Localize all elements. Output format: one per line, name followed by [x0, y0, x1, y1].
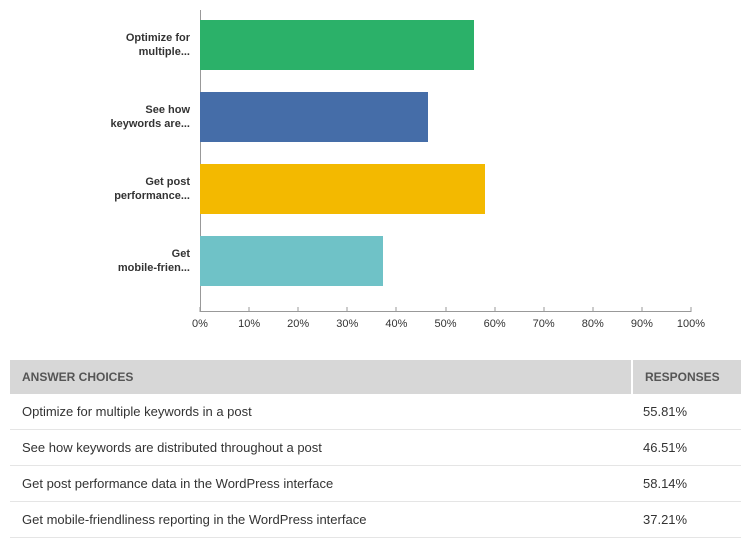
tick-mark: [200, 307, 201, 312]
x-tick-label: 0%: [192, 318, 208, 330]
bar-label: See howkeywords are...: [10, 103, 200, 132]
answer-choice-cell: Get post performance data in the WordPre…: [10, 466, 631, 501]
tick-mark: [445, 307, 446, 312]
chart-bar-row: Get postperformance...: [10, 164, 691, 214]
x-tick-label: 60%: [484, 318, 506, 330]
x-tick-label: 100%: [677, 318, 705, 330]
response-cell: 55.81%: [631, 394, 741, 429]
x-tick-label: 80%: [582, 318, 604, 330]
header-answer-choices: ANSWER CHOICES: [10, 360, 631, 394]
bar: [200, 236, 383, 286]
bar-chart: 0% 10% 20% 30% 40% 50% 60% 70% 80% 90% 100% Optimi…: [10, 10, 741, 330]
bar-label: Get postperformance...: [10, 175, 200, 204]
x-tick-label: 30%: [336, 318, 358, 330]
x-tick-label: 90%: [631, 318, 653, 330]
answer-choice-cell: Optimize for multiple keywords in a post: [10, 394, 631, 429]
bar-label: Optimize formultiple...: [10, 31, 200, 60]
table-row: See how keywords are distributed through…: [10, 430, 741, 466]
chart-bar-row: Getmobile-frien...: [10, 236, 691, 286]
bar: [200, 92, 428, 142]
header-responses: RESPONSES: [631, 360, 741, 394]
results-table: ANSWER CHOICES RESPONSES Optimize for mu…: [10, 360, 741, 538]
bar-track: [200, 92, 691, 142]
tick-mark: [543, 307, 544, 312]
bar-track: [200, 20, 691, 70]
bar-track: [200, 164, 691, 214]
table-header-row: ANSWER CHOICES RESPONSES: [10, 360, 741, 394]
bar: [200, 20, 474, 70]
tick-mark: [298, 307, 299, 312]
tick-mark: [347, 307, 348, 312]
bar-label: Getmobile-frien...: [10, 247, 200, 276]
table-row: Get post performance data in the WordPre…: [10, 466, 741, 502]
x-tick-label: 20%: [287, 318, 309, 330]
tick-mark: [494, 307, 495, 312]
bar: [200, 164, 485, 214]
x-tick-label: 10%: [238, 318, 260, 330]
tick-mark: [249, 307, 250, 312]
chart-bar-row: See howkeywords are...: [10, 92, 691, 142]
x-tick-label: 70%: [533, 318, 555, 330]
x-tick-label: 50%: [434, 318, 456, 330]
tick-mark: [592, 307, 593, 312]
answer-choice-cell: See how keywords are distributed through…: [10, 430, 631, 465]
bar-track: [200, 236, 691, 286]
chart-bar-row: Optimize formultiple...: [10, 20, 691, 70]
tick-mark: [641, 307, 642, 312]
response-cell: 58.14%: [631, 466, 741, 501]
table-row: Optimize for multiple keywords in a post…: [10, 394, 741, 430]
tick-mark: [691, 307, 692, 312]
table-row: Get mobile-friendliness reporting in the…: [10, 502, 741, 538]
x-tick-label: 40%: [385, 318, 407, 330]
response-cell: 46.51%: [631, 430, 741, 465]
tick-mark: [396, 307, 397, 312]
